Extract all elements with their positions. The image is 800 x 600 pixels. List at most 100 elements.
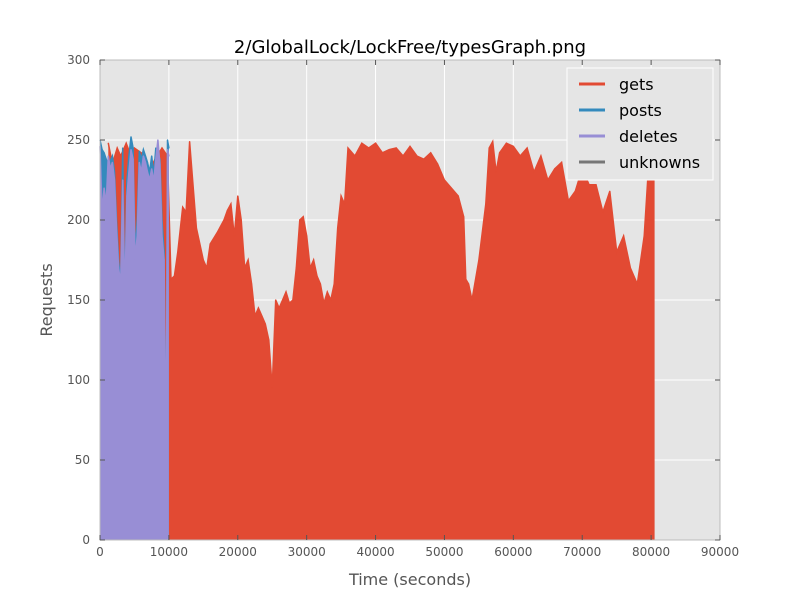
data-point-gets xyxy=(282,299,284,301)
data-point-deletes xyxy=(142,155,144,157)
data-point-gets xyxy=(554,168,556,170)
legend-label-deletes: deletes xyxy=(619,127,678,146)
data-point-gets xyxy=(388,149,390,151)
data-point-gets xyxy=(313,259,315,261)
chart-title: 2/GlobalLock/LockFree/typesGraph.png xyxy=(234,37,586,58)
x-tick-label: 0 xyxy=(96,545,104,559)
data-point-deletes xyxy=(105,203,107,205)
data-point-gets xyxy=(223,219,225,221)
legend-label-gets: gets xyxy=(619,75,654,94)
data-point-posts xyxy=(111,155,113,157)
data-point-deletes xyxy=(151,168,153,170)
data-point-gets xyxy=(416,155,418,157)
data-point-gets xyxy=(116,147,118,149)
data-point-deletes xyxy=(118,267,120,269)
data-point-gets xyxy=(161,147,163,149)
data-point-gets xyxy=(443,179,445,181)
data-point-gets xyxy=(609,190,611,192)
data-point-gets xyxy=(302,216,304,218)
data-point-deletes xyxy=(124,299,126,301)
data-point-gets xyxy=(120,155,122,157)
x-tick-label: 10000 xyxy=(150,545,188,559)
data-point-posts xyxy=(144,155,147,157)
data-point-deletes xyxy=(101,211,103,213)
data-point-gets xyxy=(463,216,465,218)
data-point-deletes xyxy=(109,168,111,170)
data-point-gets xyxy=(292,299,294,301)
data-point-gets xyxy=(629,267,632,269)
data-point-posts xyxy=(166,139,169,141)
data-point-deletes xyxy=(146,171,149,173)
data-point-gets xyxy=(323,302,325,304)
data-point-gets xyxy=(237,195,239,197)
data-point-gets xyxy=(437,163,439,165)
data-point-gets xyxy=(567,200,570,202)
data-point-deletes xyxy=(132,158,134,160)
data-point-deletes xyxy=(149,179,151,181)
data-point-gets xyxy=(209,243,211,245)
data-point-gets xyxy=(485,203,487,205)
data-point-gets xyxy=(125,142,127,144)
series-deletes xyxy=(99,139,170,540)
data-point-gets xyxy=(173,275,175,277)
data-point-gets xyxy=(381,152,383,154)
data-point-deletes xyxy=(128,171,130,173)
x-tick-label: 40000 xyxy=(356,545,394,559)
data-point-gets xyxy=(330,299,332,301)
data-point-posts xyxy=(126,179,128,181)
data-point-gets xyxy=(333,283,335,285)
x-axis-label: Time (seconds) xyxy=(348,570,471,589)
data-point-posts xyxy=(132,147,134,149)
data-point-posts xyxy=(101,149,103,151)
data-point-gets xyxy=(643,235,645,237)
data-point-gets xyxy=(512,145,514,147)
data-point-gets xyxy=(285,291,287,293)
x-tick-label: 20000 xyxy=(219,545,257,559)
data-point-posts xyxy=(138,150,140,152)
data-point-deletes xyxy=(126,195,128,197)
data-point-deletes xyxy=(159,163,161,165)
data-point-gets xyxy=(465,278,467,280)
data-point-gets xyxy=(216,232,218,234)
data-point-gets xyxy=(623,235,625,237)
data-point-gets xyxy=(288,302,290,304)
y-tick-label: 200 xyxy=(67,213,90,227)
data-point-gets xyxy=(202,259,204,261)
legend-label-unknowns: unknowns xyxy=(619,153,700,172)
data-point-deletes xyxy=(103,187,105,189)
data-point-deletes xyxy=(155,158,157,160)
data-point-gets xyxy=(251,283,253,285)
data-point-gets xyxy=(278,307,280,309)
axis-layer: 0 10000 20000 30000 40000 50000 60000 70000 8000… xyxy=(67,53,739,559)
data-point-deletes xyxy=(140,171,142,173)
y-tick-label: 100 xyxy=(67,373,90,387)
data-point-gets xyxy=(540,155,542,157)
data-point-gets xyxy=(337,227,339,229)
data-point-gets xyxy=(505,142,507,144)
data-point-deletes xyxy=(168,155,170,157)
legend: gets posts deletes unknowns xyxy=(566,67,714,181)
data-point-deletes xyxy=(111,161,113,163)
y-tick-label: 150 xyxy=(67,293,90,307)
data-point-gets xyxy=(340,195,342,197)
data-point-gets xyxy=(344,203,346,205)
data-point-deletes xyxy=(134,259,136,261)
data-point-posts xyxy=(128,155,130,157)
data-point-posts xyxy=(103,152,105,154)
data-point-gets xyxy=(177,251,179,253)
data-point-gets xyxy=(309,267,311,269)
data-point-deletes xyxy=(113,179,116,181)
data-point-gets xyxy=(499,152,501,154)
data-point-deletes xyxy=(157,139,159,141)
data-point-deletes xyxy=(115,227,118,229)
data-point-gets xyxy=(636,283,638,285)
data-point-deletes xyxy=(161,235,163,237)
data-point-gets xyxy=(244,267,246,269)
data-point-gets xyxy=(457,195,459,197)
data-point-gets xyxy=(206,267,208,269)
x-tick-label: 70000 xyxy=(563,545,601,559)
y-tick-label: 0 xyxy=(82,533,90,547)
data-point-posts xyxy=(130,136,132,138)
